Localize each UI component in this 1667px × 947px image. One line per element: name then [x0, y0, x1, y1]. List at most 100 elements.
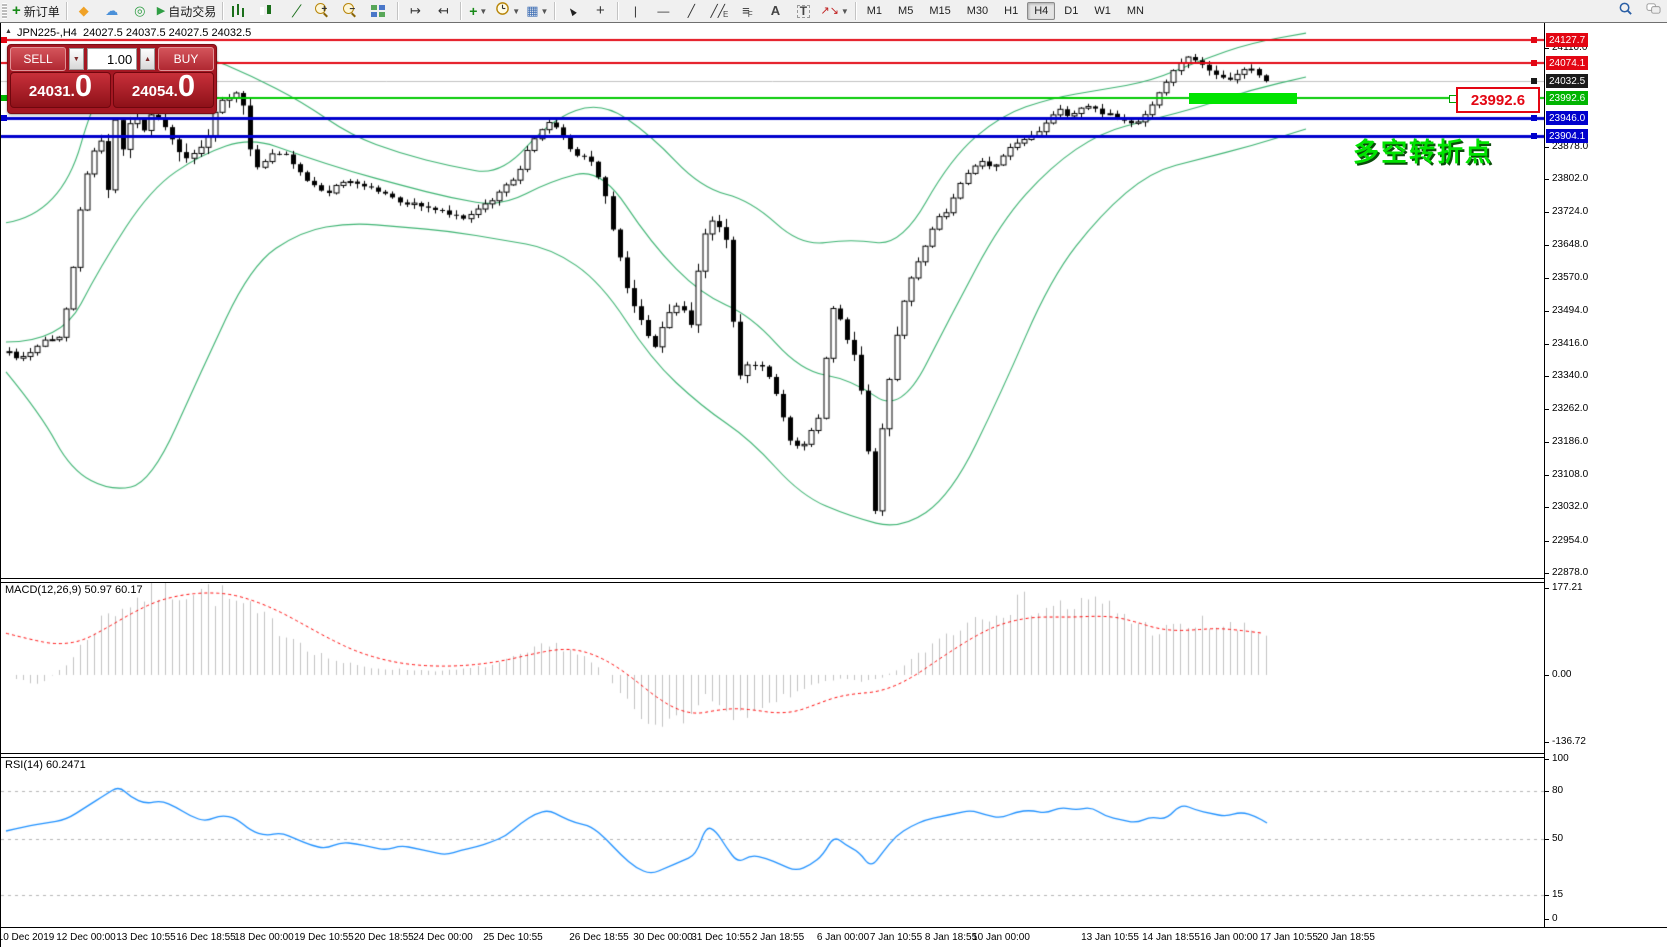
volume-increase-button[interactable]: ▲	[140, 48, 156, 70]
time-tick-label: 10 Jan 00:00	[972, 932, 1030, 943]
arrows-button[interactable]: ↗↘ ▼	[817, 0, 851, 22]
line-left-handle[interactable]	[1, 37, 7, 43]
text-label-button[interactable]: T	[789, 0, 817, 22]
chart-candles-button[interactable]	[254, 0, 282, 22]
timeframe-h1-button[interactable]: H1	[1004, 5, 1019, 17]
time-tick-label: 20 Dec 18:55	[354, 932, 414, 943]
price-tag-23992.6: 23992.6	[1546, 91, 1589, 105]
periods-button[interactable]: ▼	[492, 0, 523, 22]
auto-scroll-button[interactable]: ↦	[401, 0, 429, 22]
buy-price-button[interactable]: 24054. 0	[113, 68, 214, 108]
toolbar-grip	[2, 3, 7, 19]
chat-button[interactable]	[1639, 0, 1667, 22]
equidistant-channel-icon: ╱╱	[710, 4, 725, 18]
sell-price-button[interactable]: 24031. 0	[10, 68, 111, 108]
collapse-chart-icon[interactable]: ▲	[5, 28, 12, 35]
buy-price-big-digit: 0	[177, 68, 196, 103]
templates-button[interactable]: ▦ ▼	[523, 0, 551, 22]
metaeditor-button[interactable]: ◆	[70, 0, 98, 22]
price-flag-label[interactable]: 23992.6	[1456, 87, 1540, 113]
cursor-button[interactable]: ▲	[558, 0, 586, 22]
signals-button[interactable]: ◎	[126, 0, 154, 22]
timeframe-m1-button[interactable]: M1	[866, 5, 883, 17]
line-left-handle[interactable]	[1, 95, 7, 101]
line-anchor-handle[interactable]	[1531, 37, 1537, 43]
arrows-icon: ↗↘	[820, 5, 839, 17]
timeframe-h4-button[interactable]: H4	[1027, 2, 1056, 20]
volume-decrease-button[interactable]: ▼	[69, 48, 84, 70]
time-tick-label: 30 Dec 00:00	[633, 932, 693, 943]
periods-dropdown-icon[interactable]: ▼	[512, 6, 521, 16]
sell-price-dot: .	[70, 83, 75, 100]
trendline-button[interactable]: ╱	[677, 0, 705, 22]
indicators-icon: +	[469, 3, 478, 19]
time-axis-separator	[1, 927, 1667, 928]
time-tick-label: 10 Dec 2019	[0, 932, 55, 943]
indicators-button[interactable]: + ▼	[464, 0, 492, 22]
timeframe-m30-button[interactable]: M30	[966, 5, 989, 17]
market-button[interactable]: ☁	[98, 0, 126, 22]
autotrading-button[interactable]: ▶ 自动交易	[154, 0, 219, 22]
arrows-dropdown-icon[interactable]: ▼	[840, 6, 849, 16]
rsi-pane-canvas[interactable]	[1, 756, 1544, 927]
line-anchor-handle[interactable]	[1531, 78, 1537, 84]
buy-price-main: 24054	[131, 83, 174, 100]
timeframe-d1-button[interactable]: D1	[1064, 5, 1079, 17]
tile-windows-button[interactable]	[366, 0, 394, 22]
crosshair-icon: +	[596, 2, 605, 19]
price-axis: 24110.0 23878.0 23802.0 23724.0 23648.0 23570…	[1544, 22, 1667, 927]
timeframe-mn-button[interactable]: MN	[1126, 5, 1144, 17]
price-tick-label: 23724.0	[1552, 206, 1589, 217]
zoom-out-button[interactable]: −	[338, 0, 366, 22]
time-tick-label: 8 Jan 18:55	[924, 932, 978, 943]
text-button[interactable]: A	[761, 0, 789, 22]
timeframe-m5-button[interactable]: M5	[898, 5, 914, 17]
macd-pane-canvas[interactable]	[1, 581, 1544, 753]
new-order-icon: +	[12, 2, 21, 19]
chart-line-button[interactable]: ╱	[282, 0, 310, 22]
rsi-pane-separator[interactable]	[1, 753, 1667, 758]
price-tick-label: 24110.0	[1552, 42, 1588, 53]
buy-button[interactable]: BUY	[158, 47, 215, 71]
search-icon	[1618, 1, 1633, 21]
toolbar-separator	[617, 2, 619, 20]
fibonacci-button[interactable]: ≡ F	[742, 3, 753, 19]
zoom-out-icon: −	[349, 3, 356, 15]
price-tick-label: 23494.0	[1552, 305, 1589, 316]
main-chart-canvas[interactable]	[1, 22, 1544, 578]
indicators-dropdown-icon[interactable]: ▼	[479, 6, 488, 16]
text-label-icon: T	[796, 4, 811, 18]
sell-button[interactable]: SELL	[10, 47, 66, 71]
green-level-highlight-bar[interactable]	[1189, 93, 1297, 104]
chart-shift-button[interactable]: ↤	[429, 0, 457, 22]
search-button[interactable]	[1611, 0, 1639, 22]
equidistant-channel-button[interactable]: ╱╱ E	[710, 4, 729, 19]
zoom-in-button[interactable]: +	[310, 0, 338, 22]
line-left-handle[interactable]	[1, 115, 7, 121]
one-click-trading-panel: SELL ▼ 1.00 ▲ BUY 24031. 0 24054. 0	[7, 44, 217, 114]
timeframe-m15-button[interactable]: M15	[929, 5, 951, 17]
timeframe-w1-button[interactable]: W1	[1094, 5, 1111, 17]
vertical-line-button[interactable]: |	[621, 0, 649, 22]
rsi-tick-label: 100	[1552, 753, 1569, 764]
templates-dropdown-icon[interactable]: ▼	[540, 6, 549, 16]
line-anchor-handle[interactable]	[1531, 115, 1537, 121]
rsi-tick-label: 50	[1552, 833, 1564, 844]
rsi-indicator-label: RSI(14) 60.2471	[5, 759, 86, 771]
metaeditor-icon: ◆	[78, 3, 89, 18]
rsi-tick-label: 80	[1552, 785, 1564, 796]
price-tick-label: 23186.0	[1552, 436, 1589, 447]
market-icon: ☁	[105, 3, 119, 18]
price-tag-23904.1: 23904.1	[1546, 129, 1589, 143]
macd-pane-separator[interactable]	[1, 578, 1667, 583]
sell-price-big-digit: 0	[74, 68, 93, 103]
line-anchor-handle[interactable]	[1531, 60, 1537, 66]
toolbar-separator	[854, 2, 856, 20]
volume-input[interactable]: 1.00	[86, 48, 138, 70]
line-anchor-handle[interactable]	[1531, 133, 1537, 139]
horizontal-line-button[interactable]: —	[649, 0, 677, 22]
chart-bars-button[interactable]	[226, 0, 254, 22]
crosshair-button[interactable]: +	[586, 0, 614, 22]
new-order-button[interactable]: + 新订单	[9, 0, 63, 22]
time-tick-label: 13 Dec 10:55	[116, 932, 176, 943]
